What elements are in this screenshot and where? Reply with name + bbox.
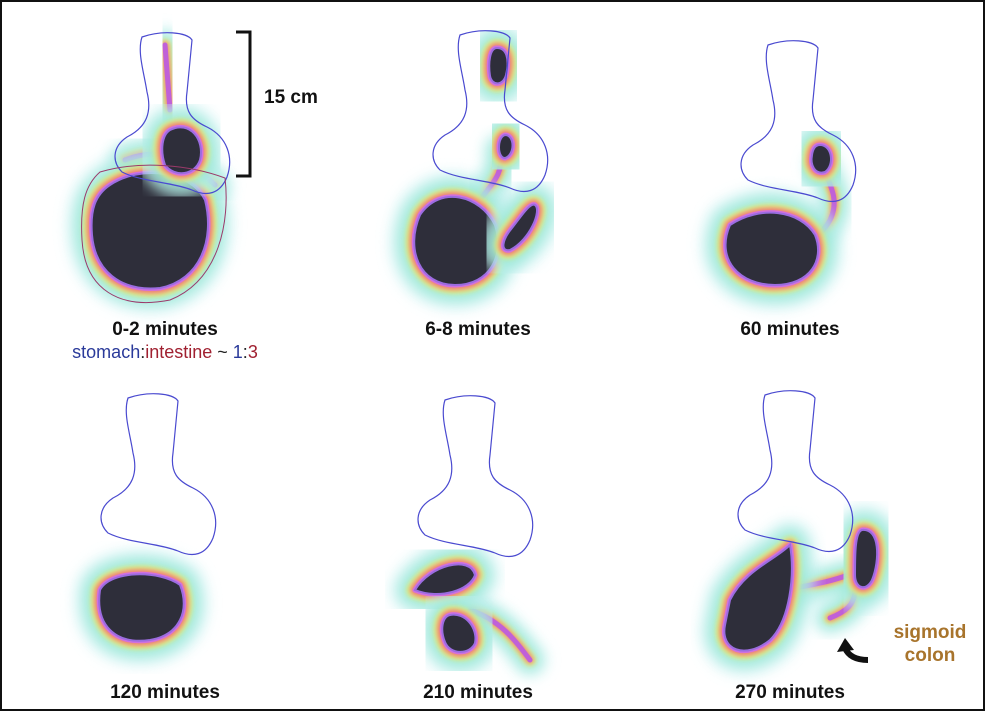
- panel-label: 60 minutes: [740, 319, 839, 340]
- activity: [726, 213, 818, 285]
- panel-label: 120 minutes: [110, 682, 220, 703]
- ratio-part: 3: [248, 342, 258, 362]
- panel-label: 270 minutes: [735, 682, 845, 703]
- ratio-part: intestine: [145, 342, 212, 362]
- activity: [489, 48, 507, 83]
- ratio-part: 1: [233, 342, 243, 362]
- activity: [499, 135, 513, 158]
- ratio-note: stomach:intestine ~ 1:3: [72, 342, 258, 362]
- annotation: sigmoid: [894, 622, 967, 643]
- page: {"scale_bar": {"label": "15 cm"}, "panel…: [0, 0, 985, 711]
- panel-label: 0-2 minutes: [112, 319, 218, 340]
- panel-label: 210 minutes: [423, 682, 533, 703]
- scale-label: 15 cm: [264, 87, 318, 108]
- figure: 15 cm 0-2 minutes 6-8 minutes 60 minutes…: [0, 0, 985, 711]
- ratio-part: ~: [212, 342, 233, 362]
- panel-label: 6-8 minutes: [425, 319, 531, 340]
- ratio-part: stomach: [72, 342, 140, 362]
- activity: [812, 145, 831, 173]
- activity: [99, 574, 184, 640]
- annotation: colon: [905, 645, 956, 666]
